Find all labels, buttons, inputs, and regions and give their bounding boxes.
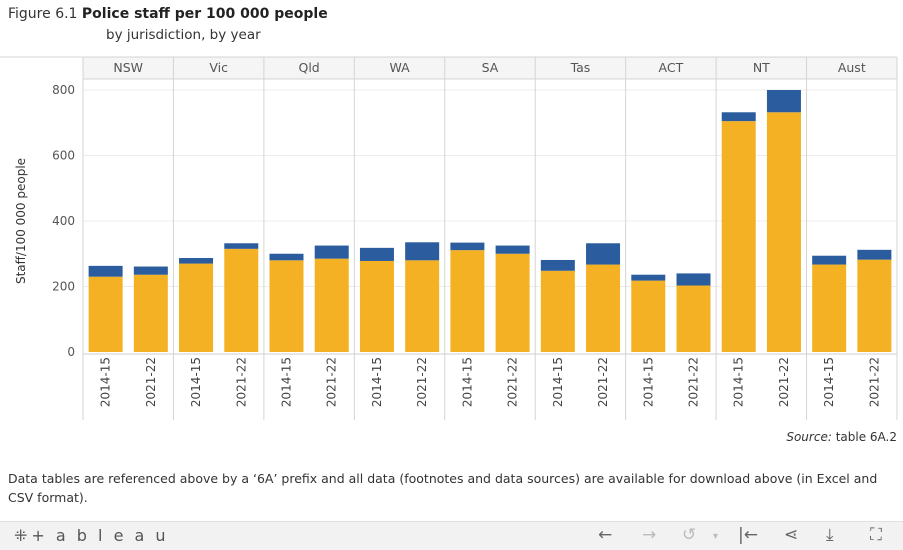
undo-icon[interactable]: ← bbox=[598, 525, 613, 545]
panel-label-tas: Tas bbox=[570, 60, 591, 75]
bar-nt-2021-22-series-2 bbox=[766, 90, 801, 113]
revert-dropdown-icon[interactable]: ▾ bbox=[713, 531, 719, 542]
police-staff-chart: 0 200 400 600 800 Staff/100 000 people NSW 2014… bbox=[0, 56, 898, 420]
x-tick-label-aust-2014-15: 2014-15 bbox=[822, 357, 836, 407]
panel-header-band bbox=[83, 57, 897, 79]
bar-aust-2014-15-series-1 bbox=[812, 264, 847, 352]
panel-label-nt: NT bbox=[753, 60, 770, 75]
bar-qld-2014-15-series-2 bbox=[269, 253, 304, 261]
y-tick-label-0: 0 bbox=[67, 345, 75, 359]
chart-subtitle: by jurisdiction, by year bbox=[106, 27, 261, 43]
data-tables-note: Data tables are referenced above by a ‘6… bbox=[8, 471, 878, 505]
x-tick-label-tas-2014-15: 2014-15 bbox=[551, 357, 565, 407]
y-tick-label-200: 200 bbox=[52, 280, 75, 294]
revert-icon[interactable]: ↺ bbox=[682, 525, 697, 545]
panel-label-sa: SA bbox=[482, 60, 499, 75]
chart-title: Figure 6.1 Police staff per 100 000 peop… bbox=[8, 6, 328, 22]
bar-qld-2014-15-series-1 bbox=[269, 260, 304, 352]
bar-tas-2014-15-series-2 bbox=[540, 259, 575, 271]
bar-nsw-2021-22-series-1 bbox=[133, 274, 168, 352]
x-tick-label-nt-2014-15: 2014-15 bbox=[732, 357, 746, 407]
reset-icon[interactable]: |← bbox=[738, 525, 758, 545]
bar-wa-2021-22-series-2 bbox=[405, 242, 440, 261]
bar-aust-2021-22-series-1 bbox=[857, 259, 892, 352]
bar-nsw-2014-15-series-2 bbox=[88, 265, 123, 277]
panel-label-act: ACT bbox=[659, 60, 684, 75]
bar-vic-2014-15-series-1 bbox=[179, 263, 214, 352]
panel-label-aust: Aust bbox=[838, 60, 866, 75]
bar-vic-2021-22-series-1 bbox=[224, 248, 259, 352]
source-reference: table 6A.2 bbox=[835, 430, 897, 444]
bar-tas-2021-22-series-2 bbox=[586, 243, 621, 265]
bar-aust-2014-15-series-2 bbox=[812, 255, 847, 265]
panel-label-nsw: NSW bbox=[113, 60, 143, 75]
bar-wa-2014-15-series-2 bbox=[359, 247, 394, 261]
bar-tas-2021-22-series-1 bbox=[586, 264, 621, 352]
bar-nt-2014-15-series-2 bbox=[721, 112, 756, 122]
x-tick-label-wa-2021-22: 2021-22 bbox=[415, 357, 429, 407]
bar-qld-2021-22-series-1 bbox=[314, 258, 349, 352]
y-tick-label-600: 600 bbox=[52, 149, 75, 163]
bar-act-2014-15-series-1 bbox=[631, 280, 666, 352]
bar-act-2014-15-series-2 bbox=[631, 274, 666, 281]
panel-label-vic: Vic bbox=[209, 60, 228, 75]
panel-label-wa: WA bbox=[389, 60, 410, 75]
redo-icon[interactable]: → bbox=[642, 525, 657, 545]
tableau-toolbar: ⁜ + a b l e a u ← → ↺ ▾ |← ⋖ ⤓ ⛶ bbox=[0, 521, 903, 550]
panel-label-qld: Qld bbox=[298, 60, 319, 75]
y-tick-label-400: 400 bbox=[52, 214, 75, 228]
x-tick-label-aust-2021-22: 2021-22 bbox=[867, 357, 881, 407]
bar-tas-2014-15-series-1 bbox=[540, 270, 575, 352]
bar-qld-2021-22-series-2 bbox=[314, 245, 349, 259]
bar-act-2021-22-series-1 bbox=[676, 285, 711, 352]
tableau-logo-text: + a b l e a u bbox=[31, 526, 169, 545]
tableau-logo-icon: ⁜ bbox=[14, 526, 28, 545]
bar-vic-2021-22-series-2 bbox=[224, 243, 259, 249]
bar-nt-2014-15-series-1 bbox=[721, 121, 756, 352]
bar-wa-2014-15-series-1 bbox=[359, 260, 394, 352]
figure-title: Police staff per 100 000 people bbox=[81, 6, 328, 22]
share-icon[interactable]: ⋖ bbox=[784, 525, 799, 545]
bar-aust-2021-22-series-2 bbox=[857, 249, 892, 260]
x-tick-label-act-2021-22: 2021-22 bbox=[687, 357, 701, 407]
fullscreen-icon[interactable]: ⛶ bbox=[870, 525, 882, 545]
bar-sa-2014-15-series-2 bbox=[450, 242, 485, 251]
bar-sa-2021-22-series-2 bbox=[495, 245, 530, 254]
x-tick-label-vic-2014-15: 2014-15 bbox=[189, 357, 203, 407]
figure-number: Figure 6.1 bbox=[8, 6, 78, 22]
x-tick-label-act-2014-15: 2014-15 bbox=[641, 357, 655, 407]
x-tick-label-sa-2021-22: 2021-22 bbox=[506, 357, 520, 407]
x-tick-label-wa-2014-15: 2014-15 bbox=[370, 357, 384, 407]
x-tick-label-qld-2014-15: 2014-15 bbox=[280, 357, 294, 407]
download-icon[interactable]: ⤓ bbox=[826, 525, 834, 545]
x-tick-label-tas-2021-22: 2021-22 bbox=[596, 357, 610, 407]
bar-nt-2021-22-series-1 bbox=[766, 112, 801, 352]
x-tick-label-vic-2021-22: 2021-22 bbox=[234, 357, 248, 407]
x-tick-label-nt-2021-22: 2021-22 bbox=[777, 357, 791, 407]
bar-nsw-2021-22-series-2 bbox=[133, 266, 168, 275]
y-axis-label: Staff/100 000 people bbox=[14, 158, 28, 284]
bar-nsw-2014-15-series-1 bbox=[88, 276, 123, 352]
bar-wa-2021-22-series-1 bbox=[405, 260, 440, 352]
source-label: Source: bbox=[786, 430, 832, 444]
x-tick-label-qld-2021-22: 2021-22 bbox=[325, 357, 339, 407]
source-note: Source: table 6A.2 bbox=[786, 430, 897, 444]
bar-vic-2014-15-series-2 bbox=[179, 258, 214, 264]
bar-sa-2021-22-series-1 bbox=[495, 253, 530, 352]
tableau-logo[interactable]: ⁜ + a b l e a u bbox=[14, 526, 169, 545]
y-tick-label-800: 800 bbox=[52, 83, 75, 97]
x-tick-label-nsw-2021-22: 2021-22 bbox=[144, 357, 158, 407]
x-tick-label-nsw-2014-15: 2014-15 bbox=[99, 357, 113, 407]
x-tick-label-sa-2014-15: 2014-15 bbox=[460, 357, 474, 407]
bar-sa-2014-15-series-1 bbox=[450, 250, 485, 352]
bar-act-2021-22-series-2 bbox=[676, 273, 711, 286]
